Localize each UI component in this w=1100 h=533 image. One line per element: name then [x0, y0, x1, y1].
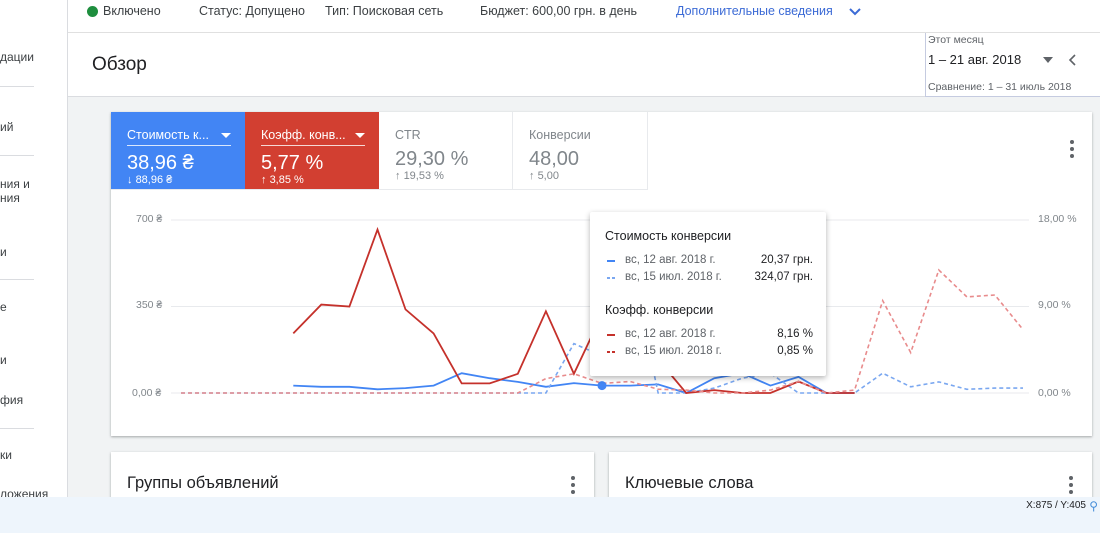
tooltip-date: вс, 15 июл. 2018 г. — [625, 271, 722, 283]
tooltip-date: вс, 15 июл. 2018 г. — [625, 345, 722, 357]
legend-swatch-dashed-blue — [607, 277, 615, 279]
legend-swatch-solid-red — [607, 334, 615, 336]
metric-tile-ctr[interactable]: CTR 29,30 % ↑ 19,53 % — [379, 112, 513, 189]
tooltip-value: 324,07 грн. — [754, 271, 813, 283]
sidebar-item-landing-line1[interactable]: ния и — [0, 177, 30, 191]
dropdown-arrow-icon[interactable] — [1043, 57, 1053, 63]
page-header: Обзор Этот месяц 1 – 21 авг. 2018 Сравне… — [68, 33, 1100, 97]
series-line-red-solid[interactable] — [292, 226, 855, 394]
sidebar: дации ий ния и ния и е и фия ки ложения — [0, 0, 68, 533]
sidebar-divider — [0, 155, 34, 156]
metric-delta: ↑ 19,53 % — [395, 170, 512, 182]
status-enabled-icon — [87, 6, 98, 17]
sidebar-divider — [0, 428, 34, 429]
tooltip-row: вс, 12 авг. 2018 г. 8,16 % — [605, 328, 813, 342]
sidebar-item-keywords[interactable]: и — [0, 245, 7, 259]
series-line-red-dashed[interactable] — [181, 268, 1024, 394]
metric-label: Коэфф. конв... — [261, 128, 346, 142]
sidebar-item-settings[interactable]: ки — [0, 448, 12, 462]
cursor-coordinates: X:875 / Y:405 — [1026, 500, 1086, 511]
series-line-blue-solid[interactable] — [293, 372, 855, 394]
metric-label: Стоимость к... — [127, 128, 209, 142]
more-options-icon[interactable] — [571, 476, 575, 497]
page-title: Обзор — [92, 54, 147, 75]
legend-swatch-solid-blue — [607, 260, 615, 262]
sidebar-divider — [0, 279, 34, 280]
card-title: Группы объявлений — [127, 474, 279, 492]
arrow-up-icon: ↑ — [261, 174, 267, 186]
chevron-down-icon[interactable] — [848, 7, 862, 17]
metric-value: 5,77 % — [261, 152, 324, 174]
tooltip-row: вс, 12 авг. 2018 г. 20,37 грн. — [605, 254, 813, 268]
chart-tooltip: Стоимость конверсии вс, 12 авг. 2018 г. … — [590, 212, 826, 376]
campaign-type-text: Тип: Поисковая сеть — [325, 4, 444, 18]
sidebar-item-recommendations[interactable]: дации — [0, 50, 34, 64]
metric-delta-value: 5,00 — [537, 170, 559, 182]
sidebar-item-landing-line2[interactable]: ния — [0, 191, 20, 205]
y-axis-right-tick: 0,00 % — [1038, 387, 1071, 399]
date-range-picker[interactable]: Этот месяц 1 – 21 авг. 2018 Сравнение: 1… — [925, 33, 1100, 97]
status-bar: X:875 / Y:405 ⚲ — [0, 497, 1100, 533]
metric-selector[interactable]: Стоимость к... — [127, 128, 231, 146]
metric-value: 38,96 ₴ — [127, 152, 194, 174]
y-axis-right-tick: 18,00 % — [1038, 213, 1077, 225]
status-text: Статус: Допущено — [199, 4, 305, 18]
metric-delta: ↓ 88,96 ₴ — [127, 174, 245, 186]
metric-tile-cost-per-conversion[interactable]: Стоимость к... 38,96 ₴ ↓ 88,96 ₴ — [111, 112, 245, 189]
legend-swatch-dashed-red — [607, 351, 615, 353]
status-enabled-text[interactable]: Включено — [103, 4, 161, 18]
sidebar-divider — [0, 86, 34, 87]
metric-delta-value: 88,96 ₴ — [135, 174, 173, 186]
arrow-down-icon: ↓ — [127, 174, 133, 186]
caret-down-icon — [221, 132, 231, 138]
y-axis-right-tick: 9,00 % — [1038, 299, 1071, 311]
metric-delta-value: 19,53 % — [403, 170, 444, 182]
more-options-icon[interactable] — [1070, 140, 1074, 161]
tooltip-row: вс, 15 июл. 2018 г. 0,85 % — [605, 345, 813, 359]
tooltip-title-conversion-rate: Коэфф. конверсии — [605, 303, 714, 317]
metric-selector[interactable]: Коэфф. конв... — [261, 128, 365, 146]
sidebar-item-campaigns[interactable]: ий — [0, 120, 14, 134]
metric-value: 48,00 — [529, 148, 580, 170]
y-axis-left-tick: 350 ₴ — [136, 299, 163, 311]
metric-delta: ↑ 3,85 % — [261, 174, 379, 186]
metric-label: Конверсии — [529, 128, 591, 142]
tooltip-title-cost-per-conversion: Стоимость конверсии — [605, 229, 732, 243]
arrow-up-icon: ↑ — [529, 170, 535, 182]
y-axis-left-tick: 700 ₴ — [136, 213, 163, 225]
comparison-range: Сравнение: 1 – 31 июль 2018 — [928, 81, 1072, 93]
metric-divider — [111, 189, 648, 190]
caret-down-icon — [355, 132, 365, 138]
metric-delta: ↑ 5,00 — [529, 170, 647, 182]
tooltip-value: 20,37 грн. — [760, 254, 813, 266]
date-range-value[interactable]: 1 – 21 авг. 2018 — [928, 52, 1022, 67]
metric-tile-conversion-rate[interactable]: Коэфф. конв... 5,77 % ↑ 3,85 % — [245, 112, 379, 189]
sidebar-item-locations[interactable]: и — [0, 353, 7, 367]
metric-value: 29,30 % — [395, 148, 469, 170]
more-details-link[interactable]: Дополнительные сведения — [676, 4, 833, 18]
date-range-label: Этот месяц — [928, 34, 984, 46]
highlight-point[interactable] — [597, 381, 607, 391]
tooltip-value: 0,85 % — [777, 345, 813, 357]
tooltip-date: вс, 12 авг. 2018 г. — [625, 254, 716, 266]
magnifier-icon[interactable]: ⚲ — [1089, 499, 1098, 513]
tooltip-date: вс, 12 авг. 2018 г. — [625, 328, 716, 340]
tooltip-value: 8,16 % — [777, 328, 813, 340]
budget-text[interactable]: Бюджет: 600,00 грн. в день — [480, 4, 638, 18]
metric-delta-value: 3,85 % — [269, 174, 304, 186]
campaign-info-bar: Включено Статус: Допущено Тип: Поисковая… — [68, 0, 1100, 33]
arrow-up-icon: ↑ — [395, 170, 401, 182]
sidebar-item-demography[interactable]: фия — [0, 393, 24, 407]
y-axis-left-tick: 0,00 ₴ — [132, 387, 162, 399]
metric-tile-conversions[interactable]: Конверсии 48,00 ↑ 5,00 — [513, 112, 648, 189]
card-title: Ключевые слова — [625, 474, 754, 492]
more-options-icon[interactable] — [1069, 476, 1073, 497]
chevron-left-icon[interactable] — [1068, 54, 1076, 66]
sidebar-item-audience[interactable]: е — [0, 300, 7, 314]
metric-label: CTR — [395, 128, 421, 142]
tooltip-row: вс, 15 июл. 2018 г. 324,07 грн. — [605, 271, 813, 285]
